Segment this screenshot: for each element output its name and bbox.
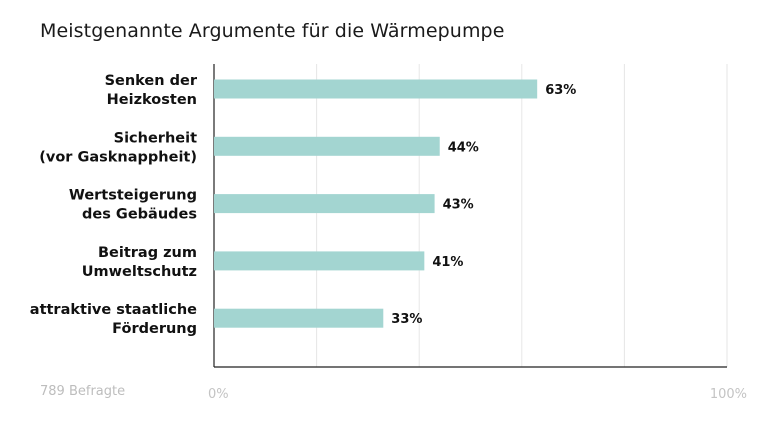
bar bbox=[214, 136, 440, 156]
data-label: 33% bbox=[391, 312, 422, 327]
category-label: des Gebäudes bbox=[82, 207, 197, 223]
category-label: Förderung bbox=[112, 321, 197, 337]
category-label: Sicherheit bbox=[114, 130, 197, 146]
data-label: 63% bbox=[545, 83, 576, 98]
data-label: 44% bbox=[448, 140, 479, 155]
category-label: Umweltschutz bbox=[82, 264, 197, 280]
category-label: attraktive staatliche bbox=[30, 302, 197, 318]
bar bbox=[214, 308, 384, 328]
data-label: 43% bbox=[443, 198, 474, 213]
x-tick-label: 100% bbox=[710, 387, 747, 402]
category-label: (vor Gasknappheit) bbox=[39, 149, 197, 165]
category-label: Heizkosten bbox=[107, 92, 197, 108]
category-label: Wertsteigerung bbox=[69, 188, 197, 204]
bar bbox=[214, 251, 425, 271]
respondents-note: 789 Befragte bbox=[40, 384, 126, 399]
bar bbox=[214, 194, 435, 214]
x-tick-label: 0% bbox=[208, 387, 229, 402]
chart-title: Meistgenannte Argumente für die Wärmepum… bbox=[40, 20, 505, 42]
bar bbox=[214, 79, 538, 99]
category-label: Beitrag zum bbox=[98, 245, 197, 261]
category-label: Senken der bbox=[105, 73, 198, 89]
data-label: 41% bbox=[432, 255, 463, 270]
